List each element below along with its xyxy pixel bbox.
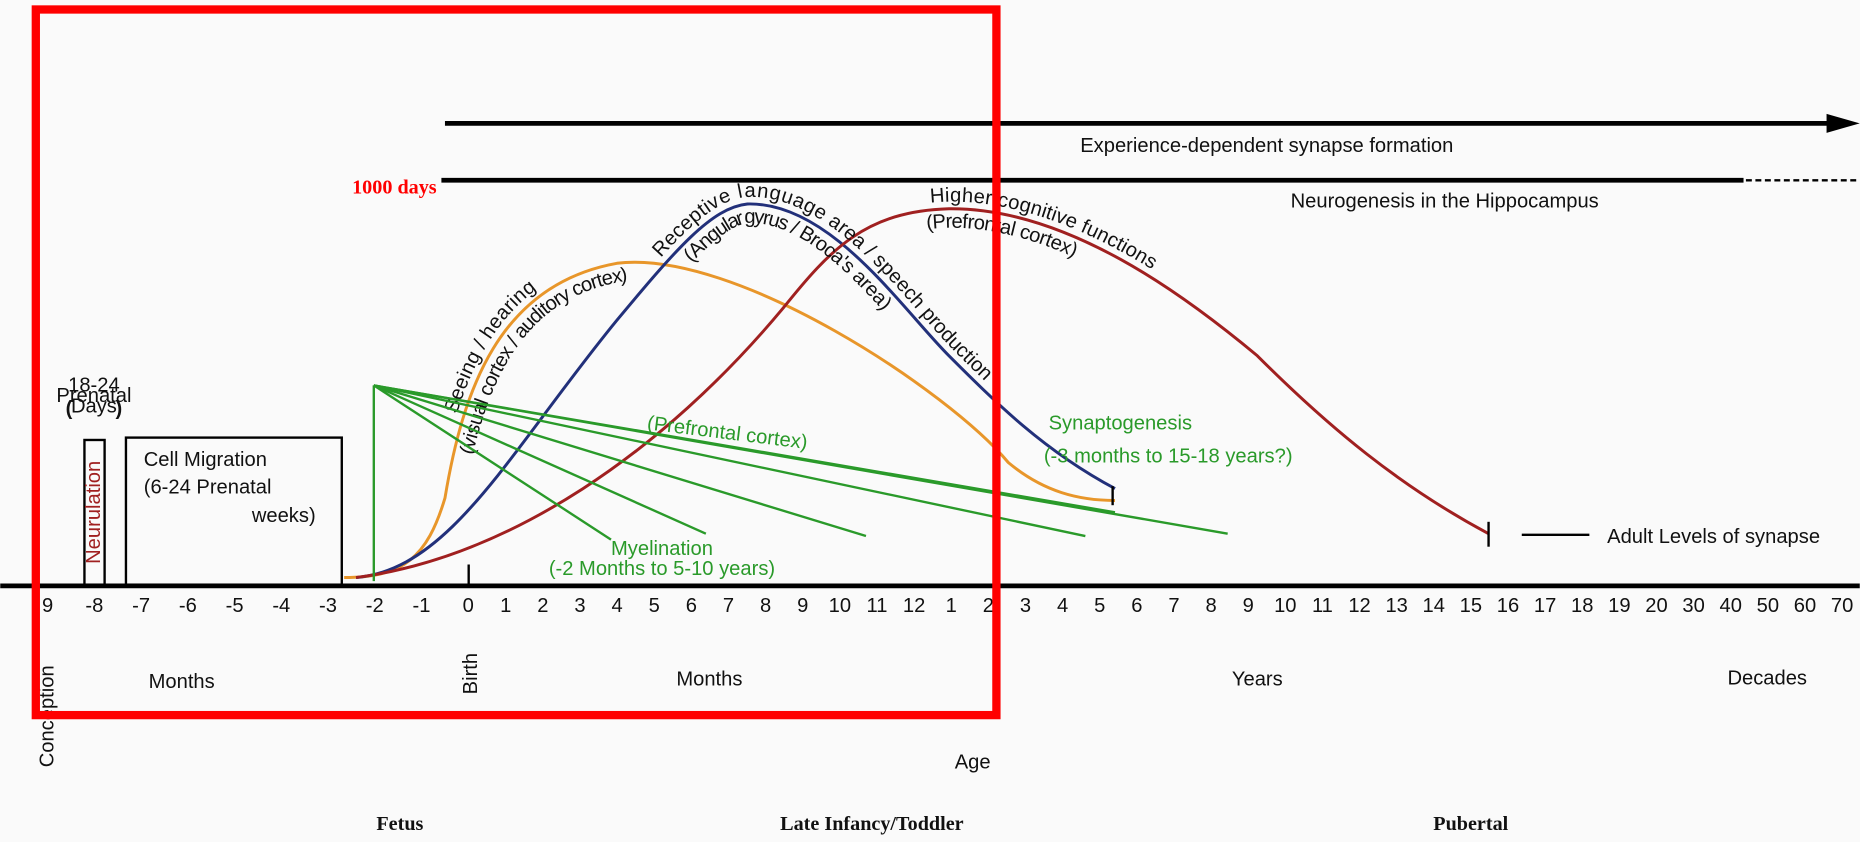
- tick-label: 19: [1608, 595, 1630, 617]
- neurulation-label: Neurulation: [83, 461, 105, 564]
- experience-label: Experience-dependent synapse formation: [1080, 135, 1453, 157]
- tick-label: 9: [1243, 595, 1254, 617]
- synaptogenesis-detail: (-3 months to 15-18 years?): [1044, 446, 1293, 468]
- migration-label: (6-24 Prenatal: [144, 476, 272, 498]
- tick-label: -8: [85, 595, 103, 617]
- highlight-label: 1000 days: [352, 176, 437, 198]
- tick-label: 5: [649, 595, 660, 617]
- unit-label: Months: [676, 668, 742, 690]
- tick-label: 13: [1385, 595, 1407, 617]
- myelination-line: [373, 384, 612, 541]
- tick-label: 20: [1645, 595, 1667, 617]
- tick-label: 12: [903, 595, 925, 617]
- synaptogenesis-label: Synaptogenesis: [1049, 412, 1192, 434]
- myelination-label: Myelination: [611, 538, 713, 560]
- tick-label: -7: [132, 595, 150, 617]
- stage-label: Late Infancy/Toddler: [780, 813, 964, 835]
- tick-label: 10: [829, 595, 851, 617]
- tick-label: 1: [946, 595, 957, 617]
- neurulation-note: Days: [71, 396, 117, 418]
- arrow-head: [1826, 113, 1860, 133]
- myelination-lines: [372, 384, 1228, 582]
- tick-label: 18: [1571, 595, 1593, 617]
- tick-label: -6: [179, 595, 197, 617]
- tick-label: 10: [1274, 595, 1296, 617]
- tick-label: 3: [574, 595, 585, 617]
- stage-label: Fetus: [376, 813, 423, 835]
- tick-label: 5: [1094, 595, 1105, 617]
- myelination-line: [373, 384, 867, 538]
- tick-label: 6: [686, 595, 697, 617]
- tick-label: 9: [797, 595, 808, 617]
- tick-label: 1: [500, 595, 511, 617]
- unit-label: Years: [1232, 668, 1283, 690]
- tick-label: -3: [319, 595, 337, 617]
- tick-label: 70: [1831, 595, 1853, 617]
- tick-label: 14: [1423, 595, 1445, 617]
- tick-label: 0: [463, 595, 474, 617]
- tick-label: 30: [1682, 595, 1704, 617]
- myelination-line: [373, 384, 1116, 514]
- cognitive-curve: [355, 207, 1490, 580]
- axis-ticks: 9 -8 -7 -6 -5 -4 -3 -2 -1 0 1 2 3 4 5 6 7 8 9 10 11 12 1 2 3 4 5 6 7…: [42, 595, 1853, 617]
- tick-label: -2: [366, 595, 384, 617]
- tick-label: 12: [1348, 595, 1370, 617]
- seeing-curve: [344, 260, 1116, 580]
- paren: (: [66, 398, 73, 420]
- tick-label: -1: [413, 595, 431, 617]
- myelination-detail: (-2 Months to 5-10 years): [549, 558, 775, 580]
- tick-label: 15: [1460, 595, 1482, 617]
- migration-label: weeks): [251, 505, 316, 527]
- tick-label: 7: [723, 595, 734, 617]
- neurogenesis-label: Neurogenesis in the Hippocampus: [1291, 191, 1599, 213]
- tick-label: 40: [1720, 595, 1742, 617]
- axis-title: Age: [955, 751, 991, 773]
- highlight-frame: [31, 5, 1001, 720]
- language-curve: [355, 202, 1116, 580]
- unit-label: Months: [149, 671, 215, 693]
- tick-label: 2: [983, 595, 994, 617]
- stage-label: Pubertal: [1433, 813, 1508, 835]
- tick-label: 60: [1794, 595, 1816, 617]
- neurulation-note: 18-24: [68, 374, 120, 396]
- tick-label: -4: [272, 595, 290, 617]
- neurulation-note: Prenatal: [56, 385, 131, 407]
- tick-label: 17: [1534, 595, 1556, 617]
- tick-label: 6: [1131, 595, 1142, 617]
- unit-label: Decades: [1727, 667, 1807, 689]
- tick-label: 8: [1205, 595, 1216, 617]
- myelination-line: [373, 384, 707, 535]
- tick-label: 2: [537, 595, 548, 617]
- tick-label: 16: [1497, 595, 1519, 617]
- tick-label: 11: [867, 595, 888, 617]
- tick-label: 3: [1020, 595, 1031, 617]
- tick-label: -5: [226, 595, 244, 617]
- tick-label: 7: [1168, 595, 1179, 617]
- birth-label: Birth: [460, 653, 482, 694]
- tick-label: 9: [42, 595, 53, 617]
- tick-label: 8: [760, 595, 771, 617]
- myelination-line: [373, 384, 1086, 538]
- tick-label: 11: [1312, 595, 1333, 617]
- tick-label: 50: [1757, 595, 1779, 617]
- migration-label: Cell Migration: [144, 449, 267, 471]
- tick-label: 4: [612, 595, 623, 617]
- tick-label: 4: [1057, 595, 1068, 617]
- adult-label: Adult Levels of synapse: [1607, 526, 1820, 548]
- paren: ): [115, 398, 122, 420]
